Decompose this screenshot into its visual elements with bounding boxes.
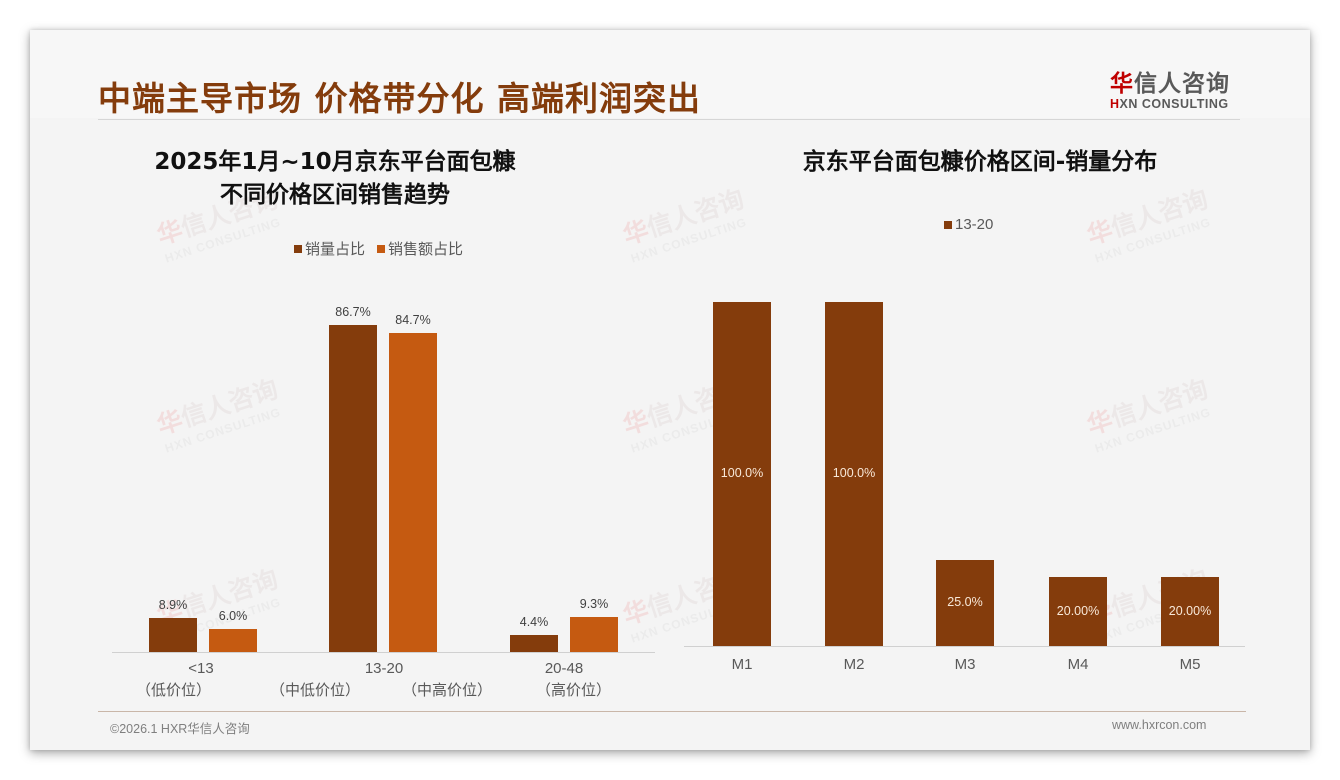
data-label: 100.0% bbox=[720, 466, 764, 480]
legend-swatch-icon bbox=[294, 244, 302, 253]
bar: 20.00% bbox=[1049, 577, 1107, 646]
legend-item-volume: 销量占比 bbox=[294, 238, 365, 259]
data-label: 84.7% bbox=[395, 312, 431, 327]
category-label: M5 bbox=[1179, 656, 1201, 673]
price-tier-label: （低价位） bbox=[136, 681, 212, 699]
logo-en: HXN CONSULTING bbox=[1110, 97, 1229, 111]
header-divider bbox=[98, 119, 1240, 120]
category-label: M1 bbox=[731, 656, 753, 673]
right-chart-legend: 13-20 bbox=[944, 216, 993, 233]
logo: 华信人咨询 HXN CONSULTING bbox=[1110, 64, 1240, 111]
category-label: 13-20 bbox=[364, 660, 404, 677]
logo-cn: 华信人咨询 bbox=[1110, 71, 1230, 97]
left-chart-x-axis bbox=[112, 652, 655, 653]
footer-website[interactable]: www.hxrcon.com bbox=[1112, 718, 1207, 732]
legend-swatch-icon bbox=[377, 244, 386, 253]
bar bbox=[570, 616, 618, 652]
left-chart-title: 2025年1月~10月京东平台面包糠 不同价格区间销售趋势 bbox=[154, 149, 516, 208]
bar bbox=[149, 618, 197, 652]
bar bbox=[510, 635, 558, 652]
bar bbox=[389, 332, 437, 652]
footer-copyright: ©2026.1 HXR华信人咨询 bbox=[110, 722, 250, 736]
left-chart-legend: 销量占比 销售额占比 bbox=[294, 238, 463, 259]
bar: 100.0% bbox=[713, 302, 771, 646]
category-label: M2 bbox=[843, 656, 865, 673]
data-label: 20.00% bbox=[1168, 603, 1212, 618]
bar: 25.0% bbox=[936, 560, 994, 646]
bar bbox=[329, 325, 377, 652]
bar bbox=[209, 629, 257, 652]
data-label: 6.0% bbox=[218, 609, 248, 624]
right-chart-x-axis bbox=[684, 646, 1245, 647]
footer-divider bbox=[98, 711, 1246, 712]
data-label: 100.0% bbox=[832, 466, 876, 480]
data-label: 8.9% bbox=[158, 598, 188, 613]
legend-item-13-20: 13-20 bbox=[944, 216, 993, 233]
legend-item-sales: 销售额占比 bbox=[377, 238, 463, 259]
bar: 100.0% bbox=[825, 302, 883, 646]
data-label: 25.0% bbox=[947, 595, 983, 609]
data-label: 20.00% bbox=[1056, 603, 1100, 618]
right-chart-title: 京东平台面包糠价格区间-销量分布 bbox=[802, 149, 1158, 175]
data-label: 4.4% bbox=[519, 615, 549, 630]
category-label: <13 bbox=[188, 660, 214, 677]
price-tier-label: （高价位） bbox=[536, 681, 612, 699]
data-label: 9.3% bbox=[579, 596, 609, 611]
page-title: 中端主导市场 价格带分化 高端利润突出 bbox=[98, 79, 701, 118]
slide: 中端主导市场 价格带分化 高端利润突出 华信人咨询 HXN CONSULTING… bbox=[30, 30, 1310, 750]
category-label: M3 bbox=[954, 656, 976, 673]
data-label: 86.7% bbox=[335, 305, 371, 320]
category-label: 20-48 bbox=[544, 660, 584, 677]
header-band bbox=[30, 30, 1310, 118]
price-tier-label: （中高价位） bbox=[402, 681, 493, 699]
bar: 20.00% bbox=[1161, 577, 1219, 646]
price-tier-label: （中低价位） bbox=[270, 681, 361, 699]
legend-swatch-icon bbox=[944, 220, 952, 229]
category-label: M4 bbox=[1067, 656, 1089, 673]
